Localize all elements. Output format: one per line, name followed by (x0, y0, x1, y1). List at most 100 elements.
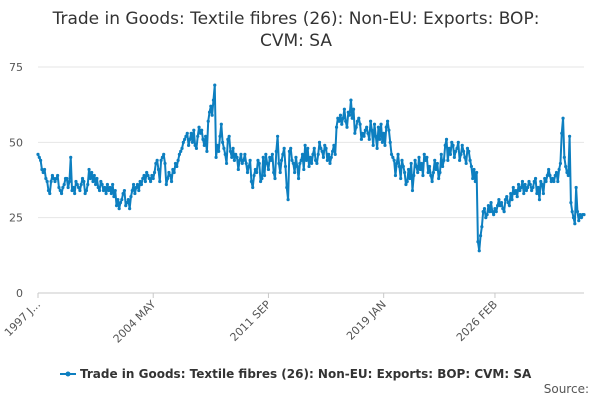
data-point[interactable] (317, 140, 322, 144)
data-point[interactable] (515, 194, 519, 199)
data-point[interactable] (293, 170, 297, 175)
data-point[interactable] (205, 149, 209, 153)
data-point[interactable] (222, 146, 226, 150)
data-point[interactable] (57, 185, 61, 190)
data-point[interactable] (399, 176, 403, 181)
data-point[interactable] (582, 213, 586, 217)
data-point[interactable] (560, 131, 564, 135)
data-point[interactable] (255, 170, 259, 175)
data-point[interactable] (435, 161, 439, 166)
data-point[interactable] (108, 185, 112, 190)
data-point[interactable] (39, 158, 43, 163)
data-point[interactable] (545, 173, 549, 178)
data-point[interactable] (475, 170, 479, 175)
data-point[interactable] (274, 149, 278, 153)
data-point[interactable] (431, 170, 436, 175)
data-point[interactable] (493, 207, 497, 211)
data-point[interactable] (382, 131, 386, 135)
data-point[interactable] (184, 134, 188, 138)
data-point[interactable] (554, 170, 559, 175)
data-point[interactable] (264, 152, 268, 156)
data-point[interactable] (537, 197, 542, 202)
data-point[interactable] (345, 125, 349, 129)
data-point[interactable] (547, 167, 551, 172)
data-point[interactable] (226, 137, 230, 141)
data-point[interactable] (260, 176, 264, 181)
data-point[interactable] (498, 204, 502, 208)
data-point[interactable] (287, 149, 291, 153)
data-point[interactable] (304, 158, 309, 163)
data-point[interactable] (213, 83, 217, 87)
data-point[interactable] (359, 137, 364, 141)
data-point[interactable] (389, 152, 394, 156)
data-point[interactable] (553, 173, 557, 178)
data-point[interactable] (531, 185, 535, 190)
data-point[interactable] (164, 182, 168, 187)
data-point[interactable] (253, 167, 257, 172)
data-point[interactable] (422, 152, 426, 156)
data-point[interactable] (460, 143, 464, 147)
data-point[interactable] (88, 176, 92, 181)
data-point[interactable] (414, 164, 418, 169)
data-point[interactable] (299, 158, 303, 163)
data-point[interactable] (577, 219, 581, 223)
data-point[interactable] (228, 149, 233, 153)
data-point[interactable] (451, 143, 455, 147)
data-point[interactable] (75, 182, 79, 187)
data-point[interactable] (344, 119, 348, 123)
data-point[interactable] (346, 110, 350, 114)
data-point[interactable] (99, 179, 103, 184)
data-point[interactable] (427, 164, 432, 169)
data-point[interactable] (240, 161, 244, 166)
data-point[interactable] (256, 158, 260, 163)
data-point[interactable] (210, 113, 214, 117)
data-point[interactable] (446, 158, 450, 163)
data-point[interactable] (247, 164, 251, 169)
data-point[interactable] (41, 170, 45, 175)
data-point[interactable] (533, 176, 538, 181)
data-point[interactable] (183, 137, 187, 141)
data-point[interactable] (348, 113, 352, 117)
data-point[interactable] (321, 155, 326, 159)
data-point[interactable] (426, 170, 430, 175)
data-point[interactable] (530, 188, 534, 193)
data-point[interactable] (371, 143, 375, 147)
data-point[interactable] (73, 191, 77, 196)
data-point[interactable] (408, 176, 412, 181)
data-point[interactable] (189, 131, 193, 135)
data-point[interactable] (145, 170, 149, 175)
data-point[interactable] (502, 210, 506, 214)
data-point[interactable] (350, 116, 354, 120)
data-point[interactable] (298, 161, 302, 166)
data-point[interactable] (391, 155, 395, 159)
data-point[interactable] (540, 182, 544, 187)
data-point[interactable] (217, 149, 221, 153)
data-point[interactable] (332, 143, 336, 147)
data-point[interactable] (135, 182, 140, 187)
data-point[interactable] (392, 158, 396, 163)
data-point[interactable] (405, 179, 409, 184)
data-point[interactable] (536, 185, 540, 190)
data-point[interactable] (388, 140, 392, 144)
data-point[interactable] (238, 158, 242, 163)
data-point[interactable] (349, 98, 353, 102)
data-point[interactable] (231, 146, 235, 150)
data-point[interactable] (113, 188, 117, 193)
data-point[interactable] (176, 158, 180, 163)
data-point[interactable] (510, 197, 514, 202)
data-point[interactable] (409, 161, 413, 166)
data-point[interactable] (484, 216, 488, 220)
data-point[interactable] (118, 201, 123, 205)
data-point[interactable] (168, 173, 172, 178)
data-point[interactable] (351, 107, 356, 111)
data-point[interactable] (495, 204, 500, 208)
data-point[interactable] (46, 188, 51, 193)
data-point[interactable] (573, 222, 577, 226)
data-point[interactable] (65, 176, 69, 181)
data-point[interactable] (171, 167, 175, 172)
data-point[interactable] (413, 158, 417, 163)
data-point[interactable] (211, 98, 216, 102)
data-point[interactable] (374, 134, 378, 138)
data-point[interactable] (443, 143, 447, 147)
data-point[interactable] (562, 155, 566, 159)
